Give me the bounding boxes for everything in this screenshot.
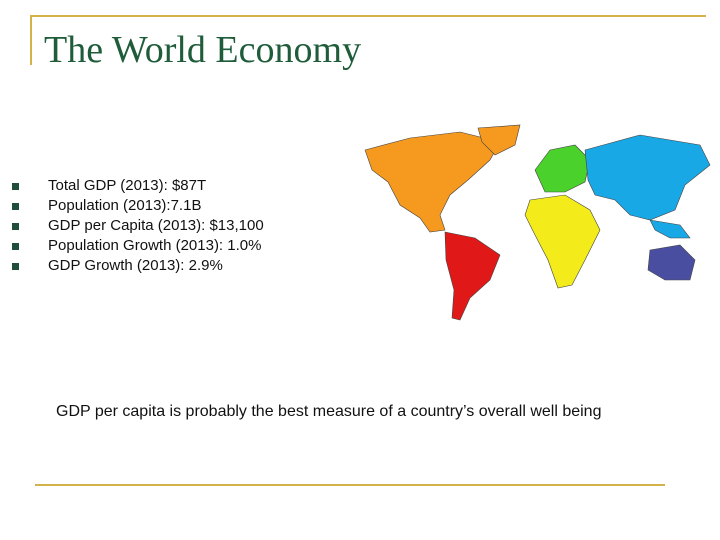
rule — [30, 15, 32, 65]
islands — [649, 219, 691, 239]
asia — [584, 134, 711, 221]
note: GDP per capita is probably the best meas… — [56, 403, 602, 420]
bullet: Population Growth (2013): 1.0% — [10, 236, 264, 256]
oceania — [647, 244, 696, 281]
bullet: Total GDP (2013): $87T — [10, 176, 264, 196]
north-america — [364, 131, 501, 233]
world-map — [364, 124, 711, 321]
bullet-list: Total GDP (2013): $87T Population (2013)… — [10, 176, 264, 276]
bullet: GDP per Capita (2013): $13,100 — [10, 216, 264, 236]
greenland — [477, 124, 521, 156]
bullet: GDP Growth (2013): 2.9% — [10, 256, 264, 276]
europe — [534, 144, 591, 193]
rule — [35, 484, 665, 486]
rule — [30, 15, 706, 17]
africa — [524, 194, 601, 289]
bullet: Population (2013):7.1B — [10, 196, 264, 216]
south-america — [444, 231, 501, 321]
title: The World Economy — [44, 29, 362, 71]
